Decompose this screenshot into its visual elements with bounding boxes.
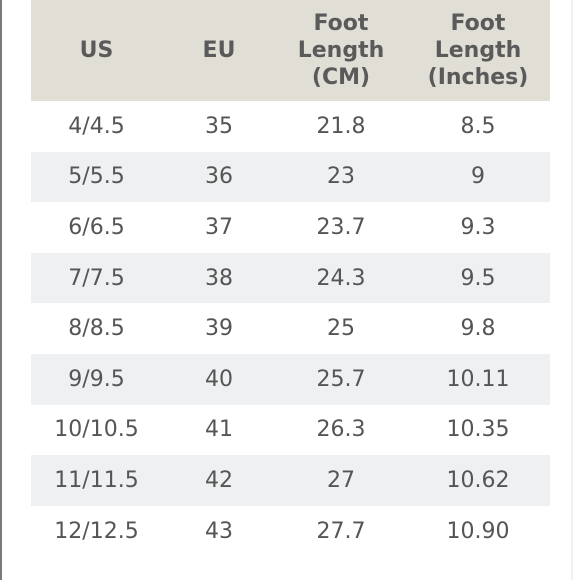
cell-cm: 23.7	[316, 214, 366, 240]
cell-eu: 42	[205, 467, 233, 493]
cell-eu: 40	[205, 366, 233, 392]
cell-inches: 10.90	[446, 518, 510, 544]
table-row: 6/6.5 37 23.7 9.3	[31, 202, 550, 253]
cell-inches: 9.8	[460, 316, 496, 342]
cell-eu: 35	[205, 113, 233, 139]
header-us-line: US	[79, 38, 114, 63]
cell-us: 6/6.5	[68, 214, 125, 240]
cell-inches: 9.5	[460, 265, 496, 291]
cell-eu: 41	[205, 417, 233, 443]
header-in-line-3: (Inches)	[427, 65, 529, 90]
left-border	[0, 0, 2, 580]
header-eu-line: EU	[202, 38, 236, 63]
table-row: 4/4.5 35 21.8 8.5	[31, 101, 550, 152]
table-row: 11/11.5 42 27 10.62	[31, 455, 550, 506]
cell-us: 5/5.5	[68, 164, 125, 190]
table-row: 12/12.5 43 27.7 10.90	[31, 505, 550, 557]
size-chart-table: US EU Foot Length (CM) Foot Length (Inch…	[31, 0, 550, 557]
cell-eu: 38	[205, 265, 233, 291]
cell-eu: 39	[205, 316, 233, 342]
cell-inches: 9	[471, 164, 485, 190]
cell-us: 10/10.5	[54, 417, 139, 443]
cell-inches: 10.62	[446, 467, 510, 493]
cell-cm: 23	[327, 164, 355, 190]
cell-us: 11/11.5	[54, 467, 139, 493]
table-row: 8/8.5 39 25 9.8	[31, 303, 550, 354]
right-border	[571, 0, 573, 580]
cell-inches: 8.5	[460, 113, 496, 139]
cell-us: 9/9.5	[68, 366, 125, 392]
cell-us: 4/4.5	[68, 113, 125, 139]
cell-cm: 26.3	[316, 417, 366, 443]
cell-cm: 21.8	[316, 113, 366, 139]
cell-us: 12/12.5	[54, 518, 139, 544]
cell-cm: 25.7	[316, 366, 366, 392]
cell-cm: 25	[327, 316, 355, 342]
header-foot-length-cm: Foot Length (CM)	[276, 0, 406, 101]
cell-inches: 9.3	[460, 214, 496, 240]
table-row: 10/10.5 41 26.3 10.35	[31, 404, 550, 456]
header-in-line-1: Foot	[450, 11, 506, 36]
cell-us: 7/7.5	[68, 265, 125, 291]
cell-us: 8/8.5	[68, 316, 125, 342]
header-eu: EU	[162, 0, 276, 101]
header-us: US	[31, 0, 162, 101]
cell-eu: 36	[205, 164, 233, 190]
cell-cm: 27.7	[316, 518, 366, 544]
cell-eu: 43	[205, 518, 233, 544]
table-row: 5/5.5 36 23 9	[31, 151, 550, 203]
cell-cm: 27	[327, 467, 355, 493]
table-row: 7/7.5 38 24.3 9.5	[31, 252, 550, 304]
cell-inches: 10.11	[446, 366, 510, 392]
cell-eu: 37	[205, 214, 233, 240]
header-cm-line-3: (CM)	[311, 65, 371, 90]
cell-inches: 10.35	[446, 417, 510, 443]
header-cm-line-1: Foot	[313, 11, 369, 36]
header-row: US EU Foot Length (CM) Foot Length (Inch…	[31, 0, 550, 101]
table-row: 9/9.5 40 25.7 10.11	[31, 353, 550, 405]
header-cm-line-2: Length	[297, 38, 385, 63]
cell-cm: 24.3	[316, 265, 366, 291]
header-in-line-2: Length	[434, 38, 522, 63]
header-foot-length-inches: Foot Length (Inches)	[406, 0, 550, 101]
